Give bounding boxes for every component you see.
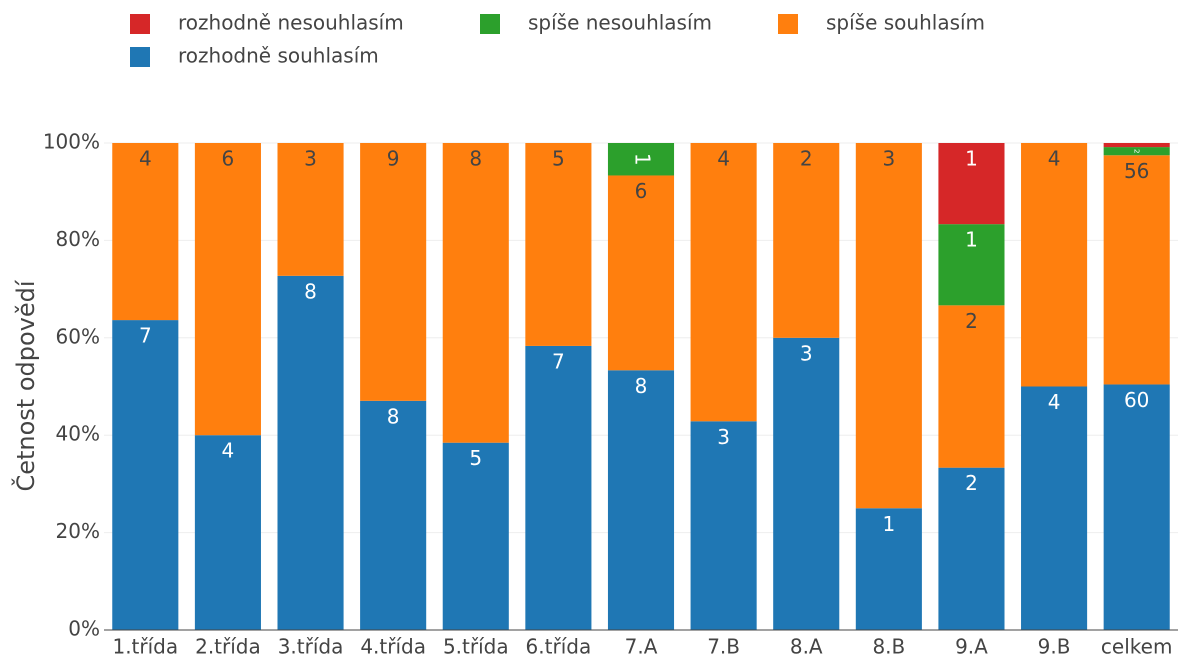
data-label: 7 <box>139 324 152 348</box>
bar-segment <box>194 435 261 630</box>
bar-segment <box>855 143 922 509</box>
data-label: 6 <box>222 147 235 171</box>
data-label: 4 <box>717 147 730 171</box>
legend-label: spíše souhlasím <box>826 11 985 35</box>
bar-segment <box>525 345 592 630</box>
y-tick-label: 0% <box>68 617 100 641</box>
bar-segment <box>194 143 261 436</box>
data-label: 5 <box>552 147 565 171</box>
data-label: 56 <box>1124 159 1149 183</box>
legend-label: rozhodně nesouhlasím <box>178 11 404 35</box>
x-tick-label: 2.třída <box>195 635 261 657</box>
legend-swatch <box>480 14 500 34</box>
x-tick-label: 8.B <box>872 635 905 657</box>
bar-segment <box>1103 143 1170 148</box>
bar-segment <box>442 442 509 630</box>
bar-segment <box>1103 155 1170 385</box>
data-label: 8 <box>469 147 482 171</box>
data-label: 9 <box>387 147 400 171</box>
data-label: 2 <box>965 471 978 495</box>
x-tick-label: 7.A <box>625 635 658 657</box>
bar-segment <box>360 400 427 630</box>
data-label: 6 <box>635 179 648 203</box>
bar-segment <box>1021 386 1088 630</box>
data-label: 8 <box>304 279 317 303</box>
bar-segment <box>690 421 757 630</box>
x-tick-label: 9.A <box>955 635 988 657</box>
data-label: 4 <box>222 439 235 463</box>
data-label: 3 <box>800 341 813 365</box>
data-label: 7 <box>552 349 565 373</box>
legend-swatch <box>130 47 150 67</box>
data-label: 5 <box>469 446 482 470</box>
bar-segment <box>277 275 344 630</box>
bar-segment <box>1103 384 1170 630</box>
bar-segment <box>277 143 344 276</box>
y-tick-label: 100% <box>43 130 100 154</box>
legend-label: spíše nesouhlasím <box>528 11 712 35</box>
data-label: 2 <box>1133 149 1142 154</box>
bar-segment <box>112 143 179 321</box>
bar-segment <box>938 143 1005 225</box>
bar-segment <box>938 305 1005 468</box>
bar-segment <box>112 320 179 630</box>
bar-segment <box>773 143 840 338</box>
data-label: 4 <box>139 147 152 171</box>
x-tick-label: 1.třída <box>112 635 178 657</box>
x-tick-label: 6.třída <box>526 635 592 657</box>
data-label: 4 <box>1048 390 1061 414</box>
data-label: 1 <box>882 512 895 536</box>
data-label: 1 <box>965 228 978 252</box>
data-label: 3 <box>304 147 317 171</box>
y-tick-label: 20% <box>56 519 100 543</box>
legend-label: rozhodně souhlasím <box>178 44 379 68</box>
data-label: 1 <box>965 147 978 171</box>
x-tick-label: 8.A <box>790 635 823 657</box>
data-label: 3 <box>717 425 730 449</box>
x-tick-label: 5.třída <box>443 635 509 657</box>
x-tick-label: 4.třída <box>360 635 426 657</box>
data-label: 4 <box>1048 147 1061 171</box>
y-tick-label: 60% <box>56 324 100 348</box>
bar-segment <box>607 143 675 176</box>
data-label: 3 <box>882 147 895 171</box>
bar-segment <box>607 370 675 630</box>
x-tick-label: 9.B <box>1038 635 1071 657</box>
x-tick-label: celkem <box>1101 635 1173 657</box>
bar-segment <box>773 337 840 630</box>
legend-swatch <box>130 14 150 34</box>
data-label: 8 <box>635 374 648 398</box>
data-label: 8 <box>387 404 400 428</box>
data-label: 2 <box>800 147 813 171</box>
bar-segment <box>690 143 757 422</box>
x-tick-label: 3.třída <box>278 635 344 657</box>
bar-segment <box>442 143 509 443</box>
legend-swatch <box>778 14 798 34</box>
bar-segment <box>607 175 675 371</box>
y-axis-title: Četnost odpovědí <box>10 279 40 491</box>
data-label: 1 <box>631 153 655 166</box>
bar-segment <box>1021 143 1088 387</box>
bar-segment <box>855 508 922 630</box>
y-tick-label: 40% <box>56 422 100 446</box>
bar-segment <box>360 143 427 401</box>
bar-segment <box>525 143 592 346</box>
x-tick-label: 7.B <box>707 635 740 657</box>
data-label: 60 <box>1124 388 1149 412</box>
y-tick-label: 80% <box>56 227 100 251</box>
bar-segment <box>938 224 1005 306</box>
bar-segment <box>938 467 1005 630</box>
data-label: 2 <box>965 309 978 333</box>
bar-segment <box>1103 147 1170 156</box>
